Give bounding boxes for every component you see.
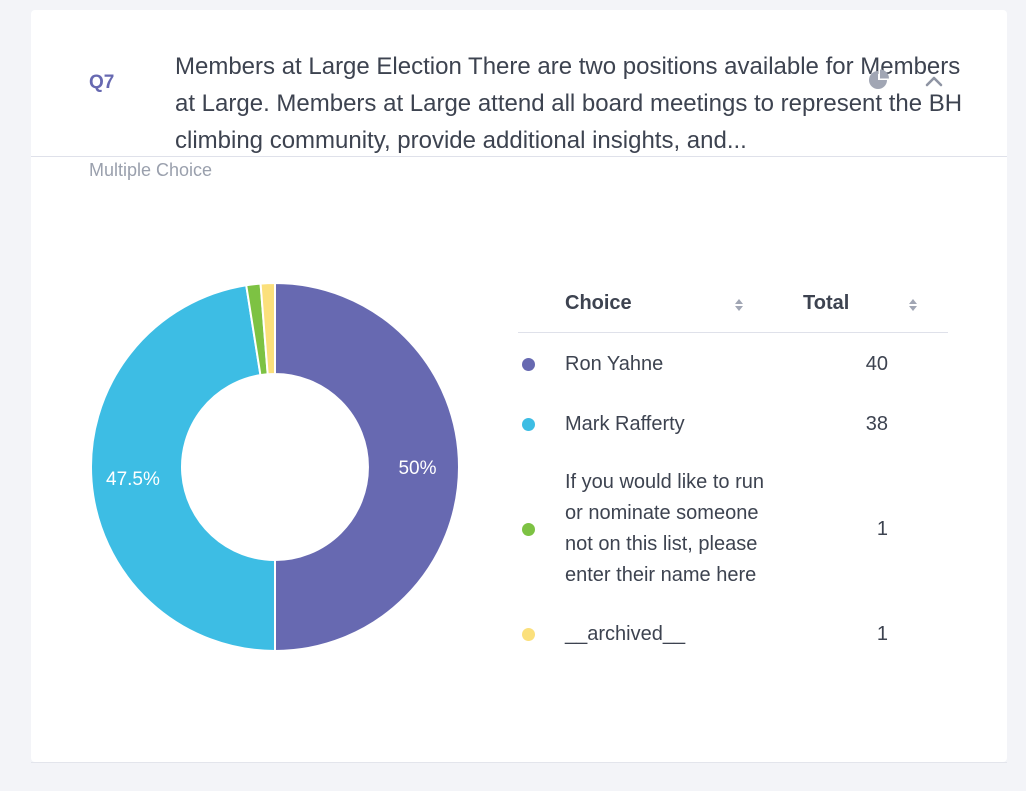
donut-slice[interactable] (259, 281, 276, 376)
chevron-up-icon[interactable] (923, 72, 945, 90)
donut-slice[interactable] (90, 284, 276, 653)
question-type: Multiple Choice (89, 160, 213, 180)
table-row: __archived__ 1 (518, 605, 948, 663)
column-header-choice[interactable]: Choice (565, 292, 632, 314)
legend-dot (522, 522, 535, 536)
donut-chart: 50% 47.5% (90, 281, 460, 653)
sort-icon[interactable] (908, 296, 918, 314)
slice-percent-label: 47.5% (106, 469, 160, 490)
choice-total: 38 (865, 412, 888, 435)
choice-label: If you would like to run or nominate som… (565, 471, 764, 586)
column-header-total[interactable]: Total (803, 292, 850, 314)
table-row: If you would like to run or nominate som… (518, 453, 948, 605)
question-number: Q7 (89, 72, 115, 93)
next-card-edge (31, 762, 1007, 791)
choice-label: Ron Yahne (565, 352, 664, 375)
question-card: Q7 Members at Large Election There are t… (31, 10, 1007, 762)
choice-total: 1 (876, 517, 888, 540)
question-header[interactable]: Q7 Members at Large Election There are t… (31, 10, 1007, 157)
slice-percent-label: 50% (398, 458, 436, 479)
choice-label: Mark Rafferty (565, 412, 685, 435)
question-title: Members at Large Election There are two … (175, 53, 963, 154)
results-table: Choice Total Ron Yahne 40 Mark Rafferty … (518, 274, 948, 663)
table-row: Ron Yahne 40 (518, 333, 948, 395)
legend-dot (522, 627, 535, 641)
legend-dot (522, 357, 535, 371)
legend-dot (522, 417, 535, 431)
choice-label: __archived__ (565, 622, 686, 645)
choice-total: 40 (865, 352, 888, 375)
pie-chart-icon[interactable] (867, 68, 891, 92)
table-row: Mark Rafferty 38 (518, 395, 948, 453)
sort-icon[interactable] (734, 296, 744, 314)
table-header: Choice Total (518, 274, 948, 333)
choice-total: 1 (876, 622, 888, 645)
donut-slice[interactable] (274, 281, 460, 653)
